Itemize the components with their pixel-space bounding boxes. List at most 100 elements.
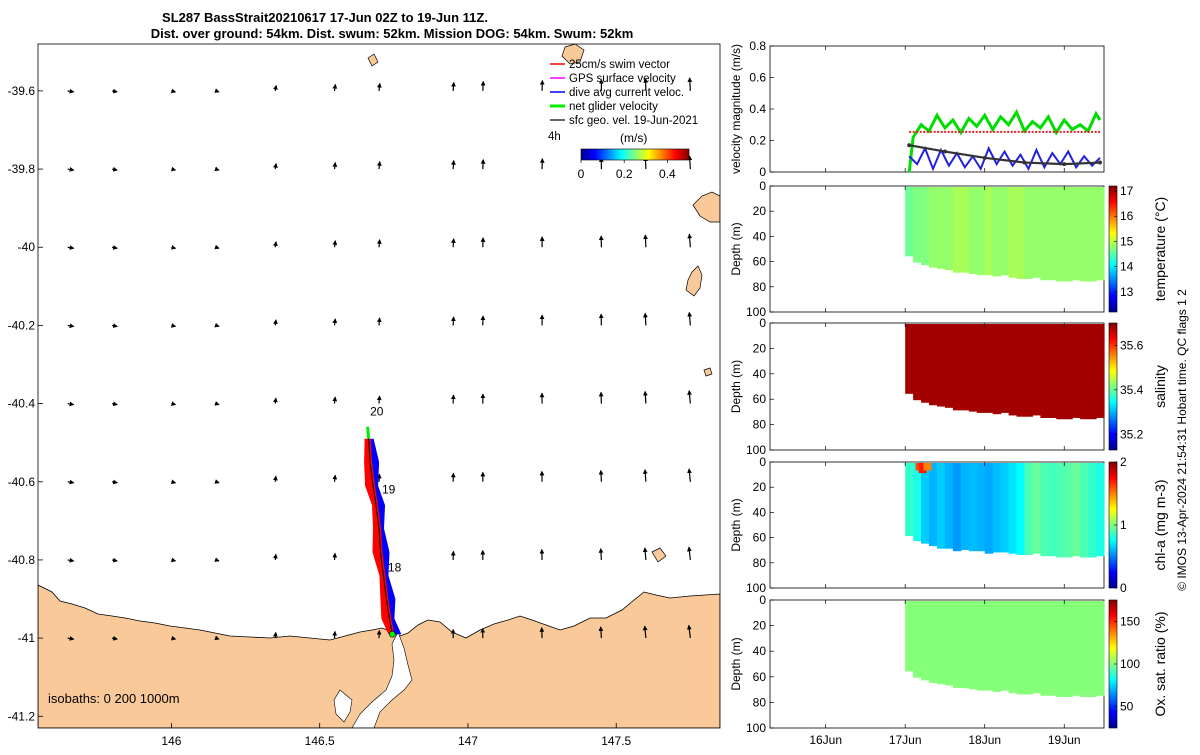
oxygen-profile-column	[1017, 601, 1026, 694]
svg-text:GPS surface velocity: GPS surface velocity	[569, 73, 676, 85]
cbar-tick-label: 150	[1120, 614, 1140, 628]
svg-text:25cm/s swim vector: 25cm/s swim vector	[569, 59, 670, 71]
salinity-profile-column	[1088, 324, 1097, 419]
ylabel: Depth (m)	[729, 498, 743, 551]
chla-profile-column	[1064, 463, 1073, 558]
ytick-label: 0.6	[749, 71, 766, 85]
temperature-profile-column	[929, 187, 938, 268]
cbar-tick-label: 16	[1120, 209, 1134, 223]
cbar-tick-label: 0	[1120, 581, 1127, 595]
ytick-label: 80	[753, 556, 767, 570]
ytick-label: 0.2	[749, 134, 766, 148]
current-vector	[335, 475, 336, 481]
salinity-profile-column	[1001, 324, 1010, 413]
cbar-tick-label: 1	[1120, 518, 1127, 532]
map-colorbar	[581, 149, 689, 160]
current-vector	[379, 318, 380, 325]
salinity-profile-column	[953, 324, 962, 410]
current-vector	[379, 84, 380, 91]
temperature-profile-column	[937, 187, 946, 269]
oxygen-profile-column	[977, 601, 986, 691]
chla-profile-column	[937, 463, 946, 549]
oxygen-profile-column	[921, 601, 930, 680]
oxygen-profile-column	[1056, 601, 1065, 697]
temperature-profile-column	[1009, 187, 1018, 278]
current-vector	[275, 242, 276, 247]
temperature-profile-column	[905, 187, 914, 256]
time-xtick-label: 17Jun	[889, 733, 922, 747]
temperature-profile-column	[1072, 187, 1081, 280]
salinity-profile-column	[1017, 324, 1026, 417]
geo-velocity-point	[1062, 162, 1066, 166]
salinity-profile-column	[1040, 324, 1049, 418]
oxygen-profile-column	[1048, 601, 1057, 696]
oxygen-profile-column	[1080, 601, 1089, 697]
salinity-colorbar-label: salinity	[1152, 365, 1168, 408]
current-vector	[690, 156, 691, 169]
current-vector	[690, 78, 691, 91]
map-ytick-label: -40.6	[8, 475, 36, 489]
ytick-label: 60	[753, 531, 767, 545]
cbar-tick-label: 14	[1120, 260, 1134, 274]
track-end-marker	[389, 631, 395, 637]
salinity-profile-column	[1056, 324, 1065, 419]
salinity-profile-column	[921, 324, 930, 403]
map-cbar-tick-label: 0	[578, 167, 585, 181]
current-vector	[335, 397, 336, 403]
chla-profile-column	[961, 463, 970, 550]
current-vector	[275, 633, 276, 639]
chla-profile-column	[1009, 463, 1018, 554]
ytick-label: 20	[753, 480, 767, 494]
chla-profile-column	[985, 463, 994, 554]
salinity-profile-column	[1009, 324, 1018, 415]
cbar-tick-label: 13	[1120, 285, 1134, 299]
day-label: 18	[388, 561, 402, 575]
temperature-profile-column	[1024, 187, 1033, 279]
salinity-profile-column	[1080, 324, 1089, 419]
oxygen-profile-column	[937, 601, 946, 684]
chla-profile-column	[1088, 463, 1097, 558]
ylabel: velocity magnitude (m/s)	[729, 44, 743, 174]
ytick-label: 40	[753, 644, 767, 658]
salinity-profile-column	[1048, 324, 1057, 418]
temperature-profile-column	[1040, 187, 1049, 280]
oxygen-profile-column	[993, 601, 1002, 692]
temperature-profile-column	[945, 187, 954, 270]
chla-profile-column	[1096, 463, 1105, 556]
ytick-label: 40	[753, 367, 767, 381]
ytick-label: 60	[753, 392, 767, 406]
map-xtick-label: 147.5	[601, 734, 631, 748]
map-colorbar-label: (m/s)	[620, 131, 647, 145]
current-vector	[379, 162, 380, 169]
temperature-profile-column	[1064, 187, 1073, 282]
current-vector	[275, 164, 276, 169]
ytick-label: 0	[759, 316, 766, 330]
current-vector	[379, 396, 380, 403]
temperature-profile-column	[1080, 187, 1089, 282]
temperature-profile-column	[921, 187, 930, 265]
map-ytick-label: -40.8	[8, 553, 36, 567]
oxygen-profile-column	[929, 601, 938, 683]
ytick-label: 20	[753, 341, 767, 355]
chla-colorbar-label: chl-a (mg m-3)	[1152, 479, 1168, 570]
chla-profile-column	[1024, 463, 1033, 555]
map-ytick-label: -40.4	[8, 397, 36, 411]
oxygen-profile-column	[1024, 601, 1033, 694]
time-xtick-label: 19Jun	[1048, 733, 1081, 747]
legend-gps-velocity: GPS surface velocity	[550, 73, 676, 85]
oxygen-colorbar-label: Ox. sat. ratio (%)	[1152, 611, 1168, 716]
legend-geo-velocity: sfc geo. vel. 19-Jun-2021	[550, 115, 698, 127]
temperature-profile-column	[1017, 187, 1026, 279]
oxygen-profile-column	[905, 601, 914, 671]
map-ytick-label: -41.2	[8, 709, 36, 723]
track-net-velocity	[368, 427, 369, 439]
temperature-profile-column	[961, 187, 970, 273]
current-vector	[645, 235, 646, 247]
title-line-2: Dist. over ground: 54km. Dist. swum: 52k…	[151, 26, 634, 41]
current-vector	[483, 82, 484, 91]
ytick-label: 0	[759, 165, 766, 179]
svg-text:dive avg current veloc.: dive avg current veloc.	[569, 87, 684, 99]
temperature-profile-column	[1096, 187, 1105, 280]
